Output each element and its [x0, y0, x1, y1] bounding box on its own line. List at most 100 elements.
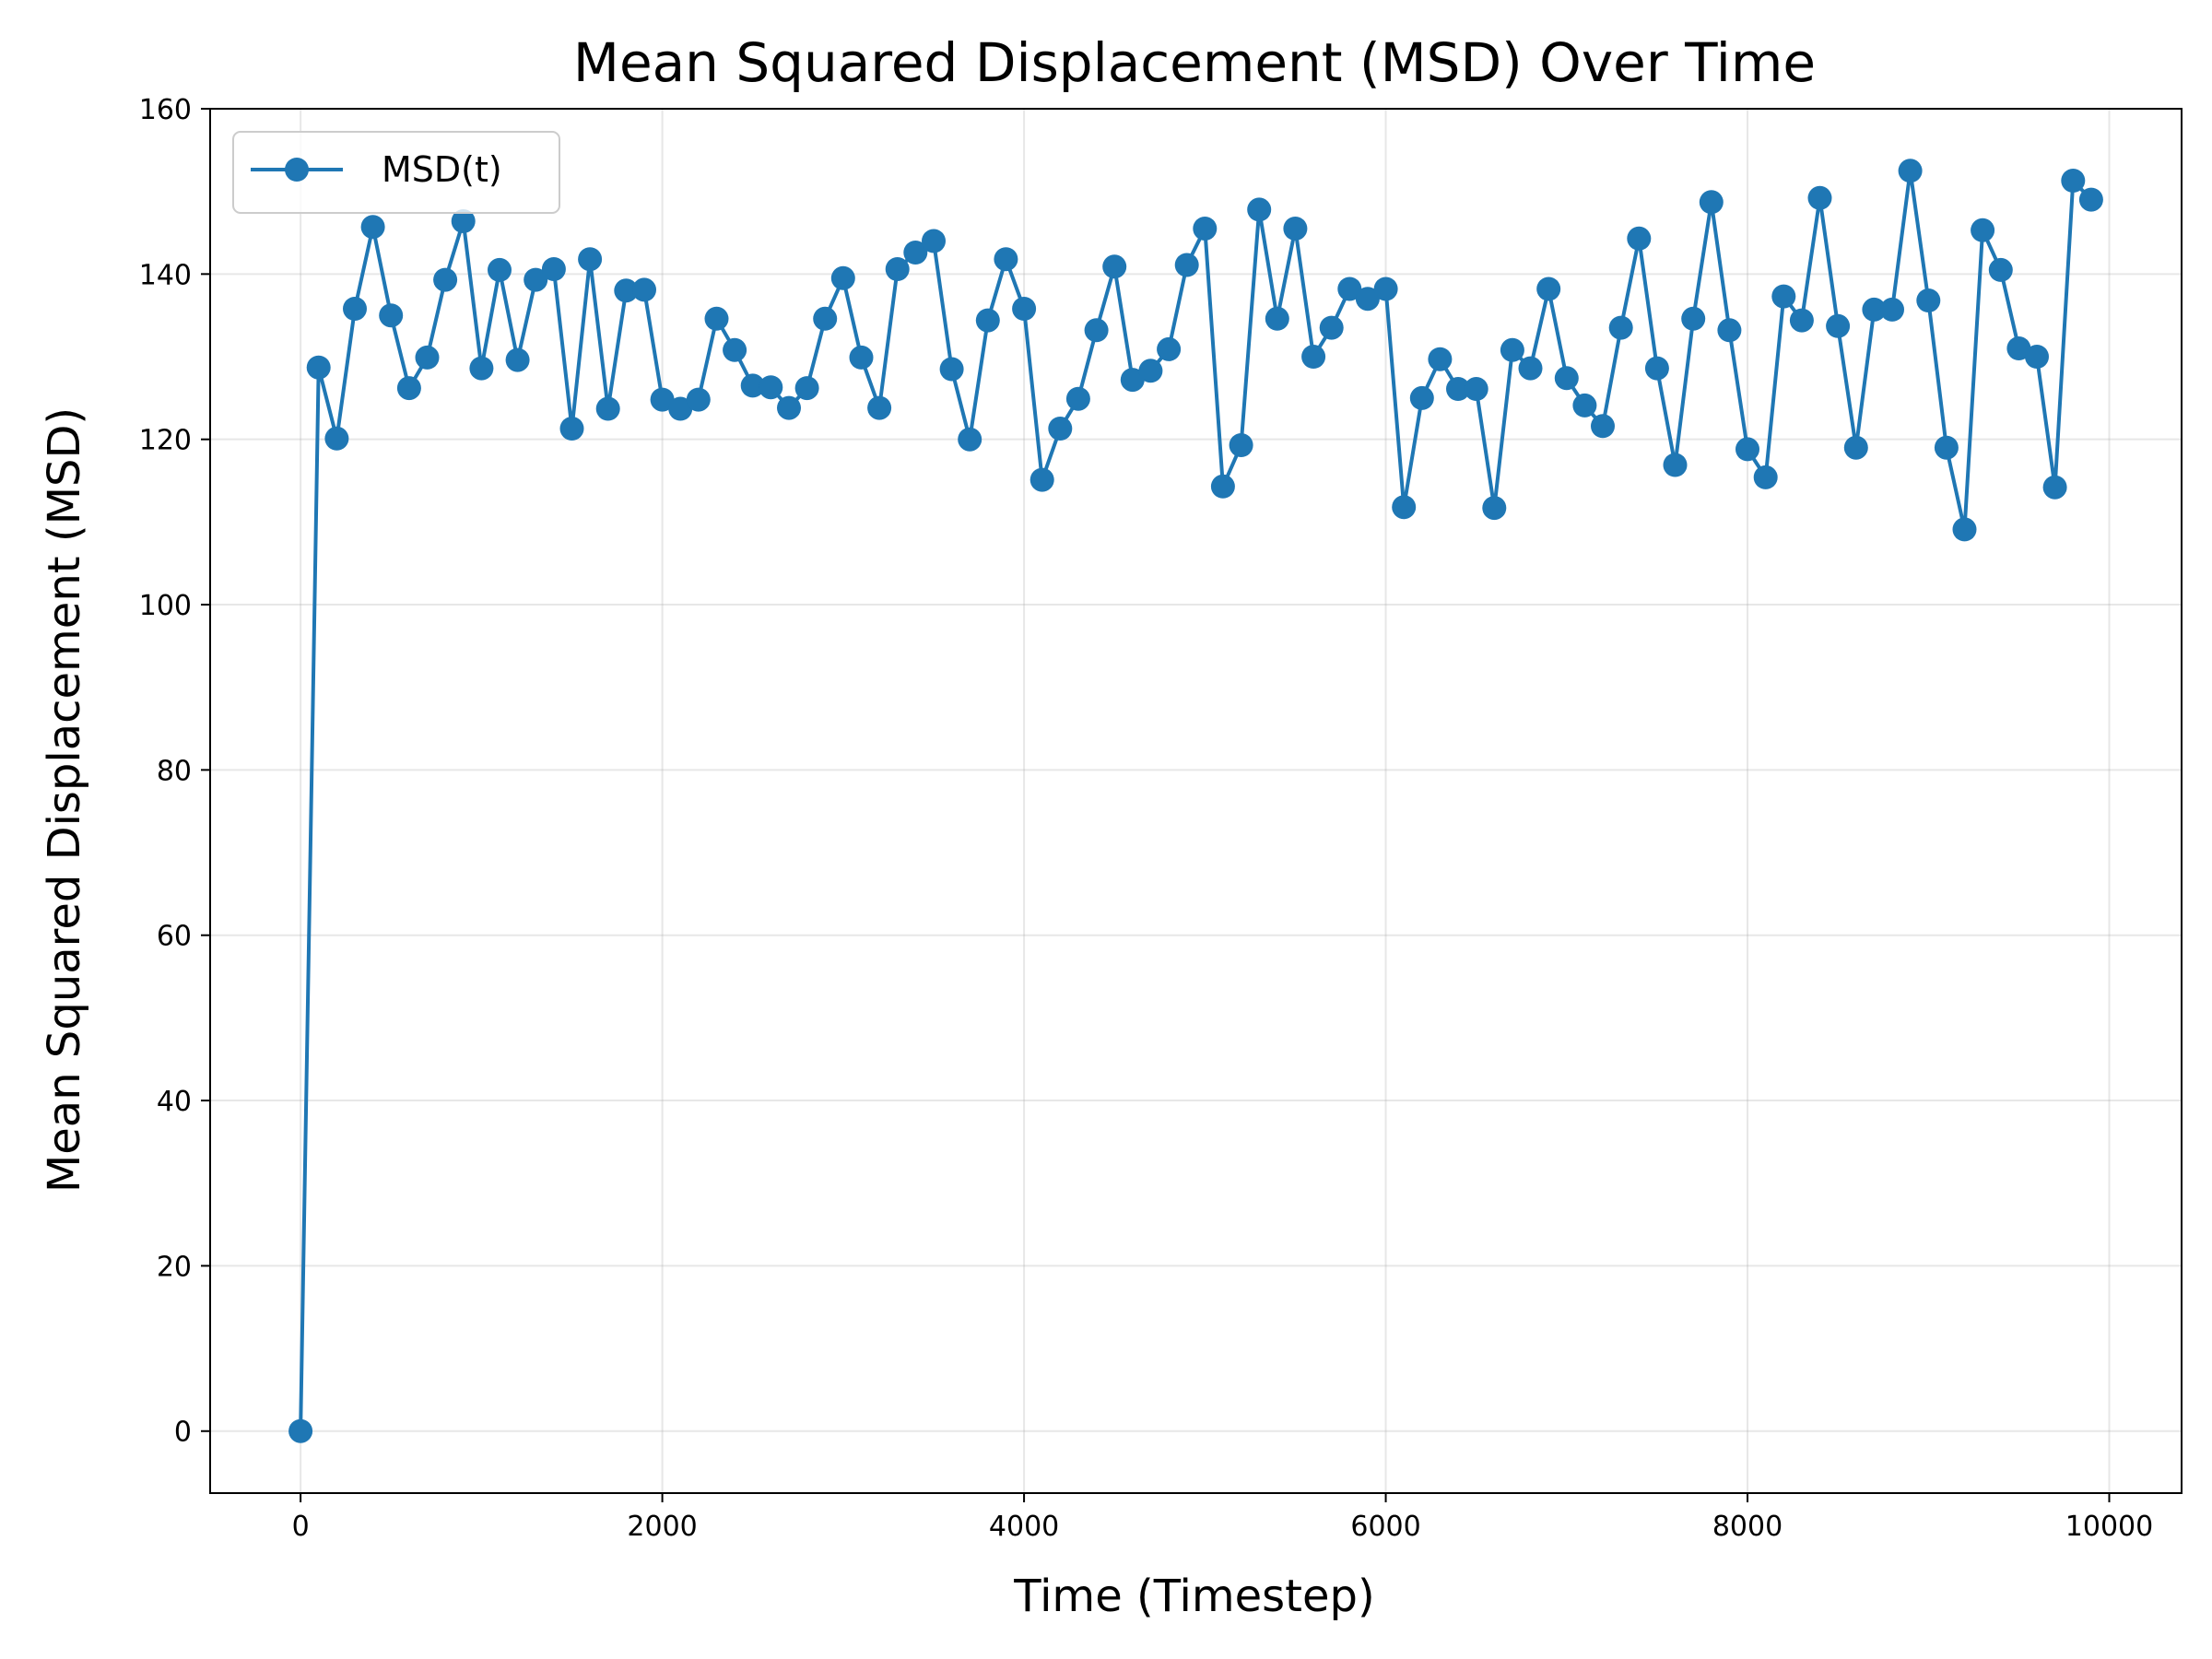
chart-title: Mean Squared Displacement (MSD) Over Tim…	[573, 31, 1816, 94]
data-point	[1283, 217, 1308, 241]
data-point	[632, 277, 656, 302]
data-point	[2042, 475, 2067, 500]
data-point	[777, 395, 801, 420]
data-point	[2006, 336, 2031, 360]
data-point	[1880, 297, 1904, 322]
data-point	[1608, 315, 1633, 340]
data-point	[1952, 517, 1977, 542]
data-point	[1102, 254, 1127, 279]
data-point	[1464, 377, 1488, 401]
data-point	[415, 345, 440, 370]
data-point	[759, 375, 783, 400]
data-point	[288, 1418, 313, 1443]
data-point	[1301, 345, 1326, 369]
data-point	[1536, 276, 1561, 301]
data-point	[324, 426, 349, 451]
y-tick-label: 140	[139, 259, 192, 291]
data-point	[1265, 306, 1289, 331]
data-point	[433, 267, 458, 292]
data-point	[1392, 495, 1417, 520]
data-point	[1627, 226, 1652, 251]
data-point	[1554, 366, 1579, 391]
data-point	[830, 265, 855, 290]
data-point	[1048, 417, 1073, 441]
data-point	[1717, 318, 1742, 343]
y-tick-label: 120	[139, 425, 192, 457]
data-point	[2078, 187, 2103, 212]
data-point	[451, 209, 476, 233]
data-point	[975, 308, 1000, 333]
data-point	[1174, 253, 1199, 277]
data-point	[650, 387, 675, 412]
data-point	[668, 396, 693, 421]
legend-marker-swatch	[285, 158, 309, 182]
data-point	[1138, 359, 1163, 383]
y-tick-label: 160	[139, 94, 192, 126]
data-point	[903, 241, 928, 265]
data-point	[1916, 288, 1941, 312]
data-point	[1193, 217, 1218, 241]
data-point	[360, 215, 385, 240]
data-point	[1681, 306, 1706, 331]
data-point	[994, 247, 1018, 272]
data-point	[2061, 169, 2086, 193]
data-point	[1898, 159, 1923, 183]
data-point	[595, 396, 620, 421]
y-tick-label: 60	[157, 921, 192, 953]
y-tick-label: 100	[139, 590, 192, 622]
data-point	[1826, 313, 1851, 338]
y-axis-label: Mean Squared Displacement (MSD)	[39, 407, 90, 1193]
x-axis-ticks: 0 2000 4000 6000 8000 10000	[292, 1493, 2153, 1543]
series-line-msd	[299, 169, 2093, 1431]
data-point	[379, 303, 404, 328]
data-point	[1409, 385, 1434, 410]
data-point	[813, 306, 838, 331]
data-point	[1229, 433, 1253, 457]
data-point	[1862, 297, 1887, 322]
data-point	[1843, 435, 1868, 460]
data-point	[1663, 453, 1688, 477]
data-point	[1428, 347, 1453, 371]
data-point	[885, 257, 910, 281]
y-tick-label: 80	[157, 755, 192, 787]
data-point	[1210, 474, 1235, 499]
data-point	[1988, 257, 2013, 282]
data-point	[541, 257, 566, 281]
y-tick-label: 40	[157, 1086, 192, 1118]
x-axis-label: Time (Timestep)	[1013, 1571, 1374, 1622]
data-point	[686, 387, 711, 412]
legend-label-msd: MSD(t)	[382, 149, 502, 190]
data-point	[1934, 435, 1959, 460]
data-point	[343, 297, 367, 321]
data-point	[849, 345, 874, 370]
data-point	[505, 347, 530, 372]
data-point	[524, 267, 548, 292]
data-point	[2025, 345, 2049, 369]
data-point	[1807, 185, 1832, 210]
data-point	[1735, 437, 1759, 462]
data-point	[1500, 337, 1524, 362]
data-point	[1591, 414, 1615, 439]
x-tick-label: 0	[292, 1511, 310, 1543]
data-point	[1120, 368, 1145, 393]
data-point	[1247, 197, 1272, 222]
data-point	[488, 257, 512, 282]
data-point	[704, 306, 729, 331]
x-tick-label: 8000	[1712, 1511, 1783, 1543]
data-point	[1789, 308, 1814, 333]
data-point	[939, 357, 964, 382]
data-point	[1446, 377, 1470, 401]
data-point	[396, 376, 421, 401]
data-point	[306, 355, 331, 380]
data-point	[1355, 287, 1380, 312]
data-point	[1084, 318, 1109, 343]
y-tick-label: 0	[174, 1417, 192, 1449]
data-point	[1753, 465, 1778, 489]
x-tick-label: 4000	[989, 1511, 1059, 1543]
data-point	[1065, 386, 1090, 411]
data-point	[1030, 467, 1054, 492]
x-tick-label: 10000	[2065, 1511, 2153, 1543]
data-point	[1518, 356, 1543, 381]
